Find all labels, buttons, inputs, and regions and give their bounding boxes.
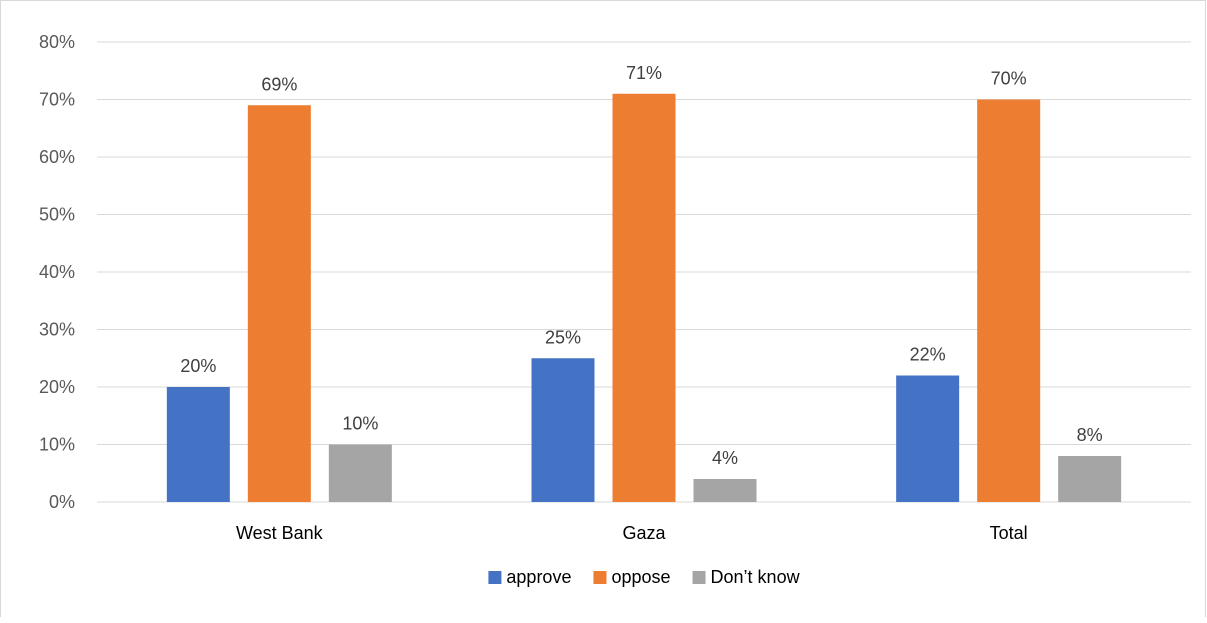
data-label: 4% xyxy=(712,448,738,468)
legend-swatch xyxy=(593,571,607,584)
y-tick-label: 30% xyxy=(39,320,75,340)
y-tick-label: 0% xyxy=(49,492,75,512)
data-labels: 20% 69% 10% 25% 71% 4% 22% 70% 8% xyxy=(180,63,1102,468)
bar-oppose-gaza xyxy=(612,93,676,502)
bar-approve-total xyxy=(896,375,960,502)
legend-label: oppose xyxy=(611,567,670,587)
y-tick-label: 10% xyxy=(39,435,75,455)
x-category-label: West Bank xyxy=(236,523,324,543)
bar-approve-west-bank xyxy=(166,387,230,502)
bar-oppose-total xyxy=(977,99,1041,502)
bar-don-t-know-west-bank xyxy=(328,444,392,502)
y-tick-label: 20% xyxy=(39,377,75,397)
data-label: 69% xyxy=(261,74,297,94)
data-label: 70% xyxy=(991,69,1027,89)
data-label: 20% xyxy=(180,356,216,376)
data-label: 25% xyxy=(545,327,581,347)
data-label: 71% xyxy=(626,63,662,83)
bar-oppose-west-bank xyxy=(247,105,311,502)
bar-don-t-know-gaza xyxy=(693,479,757,502)
x-axis: West Bank Gaza Total xyxy=(236,523,1028,543)
data-label: 10% xyxy=(342,414,378,434)
y-tick-label: 70% xyxy=(39,90,75,110)
y-axis: 0% 10% 20% 30% 40% 50% 60% 70% 80% xyxy=(39,32,75,512)
x-category-label: Total xyxy=(990,523,1028,543)
legend-label: Don’t know xyxy=(711,567,801,587)
bars xyxy=(166,93,1122,502)
legend: approve oppose Don’t know xyxy=(488,567,801,587)
y-tick-label: 60% xyxy=(39,147,75,167)
y-tick-label: 40% xyxy=(39,262,75,282)
x-category-label: Gaza xyxy=(622,523,666,543)
bar-don-t-know-total xyxy=(1058,456,1122,502)
legend-swatch xyxy=(488,571,502,584)
y-tick-label: 80% xyxy=(39,32,75,52)
bar-approve-gaza xyxy=(531,358,595,502)
legend-swatch xyxy=(692,571,706,584)
legend-label: approve xyxy=(506,567,571,587)
data-label: 22% xyxy=(910,345,946,365)
y-tick-label: 50% xyxy=(39,205,75,225)
data-label: 8% xyxy=(1077,425,1103,445)
